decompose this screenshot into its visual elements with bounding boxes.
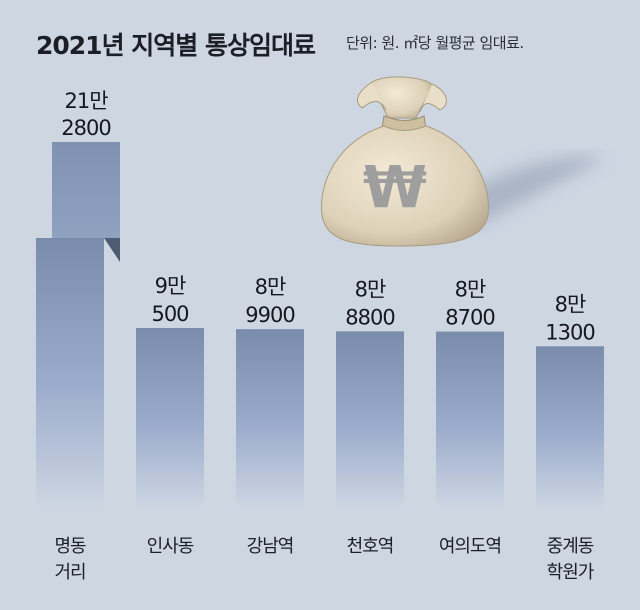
data-label: 8만 xyxy=(455,278,486,302)
data-label: 21만 xyxy=(64,89,108,113)
bar xyxy=(136,328,204,508)
data-label: 2800 xyxy=(61,116,110,140)
bar-break-shadow xyxy=(104,238,120,262)
category-label: 명동 xyxy=(54,536,86,557)
data-label: 1300 xyxy=(545,320,594,344)
bar xyxy=(236,329,304,508)
unit-note: 단위: 원. ㎡당 월평균 임대료. xyxy=(346,34,524,52)
won-symbol: ₩ xyxy=(363,153,427,221)
category-label: 인사동 xyxy=(147,536,194,557)
category-label: 학원가 xyxy=(547,562,594,583)
bar xyxy=(36,238,104,508)
bar xyxy=(436,331,504,508)
data-label: 9만 xyxy=(155,274,186,298)
data-label: 8800 xyxy=(345,305,394,329)
data-label: 8700 xyxy=(445,306,494,330)
data-label: 8만 xyxy=(355,277,386,301)
bar-break-cap xyxy=(52,142,120,238)
category-label: 천호역 xyxy=(347,536,394,557)
data-label: 8만 xyxy=(255,275,286,299)
category-label: 거리 xyxy=(54,562,85,583)
category-label: 강남역 xyxy=(247,536,294,557)
chart-title: 2021년 지역별 통상임대료 xyxy=(36,31,316,60)
category-label: 중계동 xyxy=(547,536,594,557)
bar xyxy=(536,346,604,508)
bar xyxy=(336,331,404,508)
money-bag-icon: ₩ xyxy=(321,76,605,247)
category-label: 여의도역 xyxy=(439,536,501,557)
data-label: 9900 xyxy=(245,303,294,327)
data-label: 500 xyxy=(151,302,188,326)
data-label: 8만 xyxy=(555,292,586,316)
